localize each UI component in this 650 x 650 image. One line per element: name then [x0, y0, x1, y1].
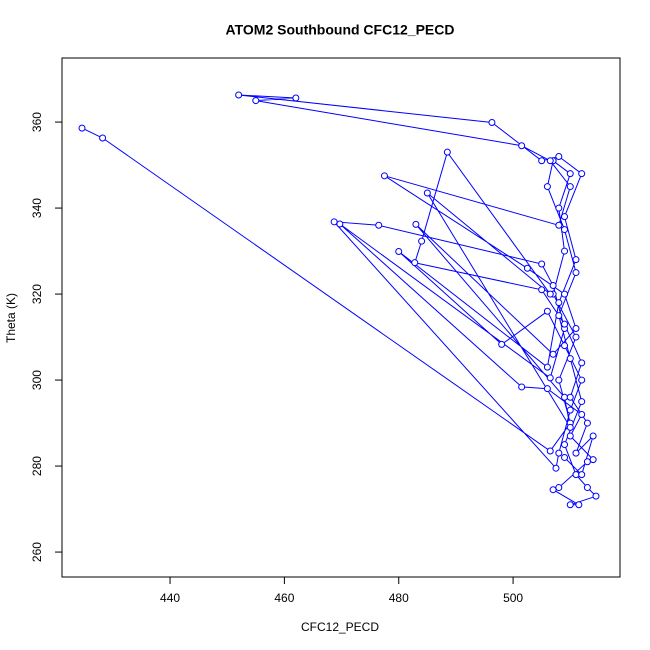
data-point	[572, 256, 580, 264]
data-point	[78, 124, 86, 132]
series-line	[81, 94, 597, 506]
data-point	[589, 456, 597, 464]
data-point	[589, 432, 597, 440]
data-point	[555, 376, 563, 384]
x-axis-label: CFC12_PECD	[301, 620, 379, 634]
data-point	[561, 393, 569, 401]
data-point	[552, 464, 560, 472]
data-point	[592, 492, 600, 500]
data-point	[380, 172, 388, 180]
data-point	[555, 449, 563, 457]
data-point	[543, 385, 551, 393]
data-point	[99, 134, 107, 142]
y-tick-label: 280	[30, 456, 44, 476]
data-point	[411, 259, 419, 267]
data-point	[549, 486, 557, 494]
data-point	[575, 501, 583, 509]
data-point	[518, 142, 526, 150]
y-axis-label: Theta (K)	[4, 293, 18, 343]
x-tick-label: 500	[503, 591, 523, 605]
data-point	[572, 449, 580, 457]
data-point	[546, 374, 554, 382]
data-point	[538, 260, 546, 268]
data-point	[561, 342, 569, 350]
data-point	[443, 148, 451, 156]
y-tick-label: 260	[30, 542, 44, 562]
data-point	[546, 290, 554, 298]
data-point	[561, 213, 569, 221]
data-point	[543, 363, 551, 371]
data-point	[561, 320, 569, 328]
data-point	[572, 333, 580, 341]
x-tick-label: 440	[160, 591, 180, 605]
data-point	[566, 501, 574, 509]
data-point	[395, 247, 403, 255]
data-point	[566, 170, 574, 178]
y-tick-label: 340	[30, 198, 44, 218]
data-point	[523, 264, 531, 272]
data-point	[561, 453, 569, 461]
data-point	[561, 247, 569, 255]
data-point	[423, 189, 431, 197]
data-point	[572, 269, 580, 277]
data-point	[546, 157, 554, 165]
data-point	[578, 170, 586, 178]
data-point	[578, 398, 586, 406]
x-tick-label: 480	[389, 591, 409, 605]
data-point	[561, 226, 569, 234]
data-point	[538, 286, 546, 294]
data-point	[583, 484, 591, 492]
data-point	[583, 419, 591, 427]
data-point	[566, 393, 574, 401]
data-point	[566, 432, 574, 440]
data-point	[252, 97, 260, 105]
data-point	[555, 221, 563, 229]
data-point	[566, 183, 574, 191]
data-point	[543, 307, 551, 315]
plot-frame	[61, 57, 621, 578]
data-point	[518, 383, 526, 391]
data-point	[561, 441, 569, 449]
data-point	[578, 410, 586, 418]
data-point	[546, 447, 554, 455]
data-point	[555, 484, 563, 492]
data-point	[235, 91, 243, 99]
data-point	[549, 281, 557, 289]
data-point	[566, 406, 574, 414]
x-tick-label: 460	[274, 591, 294, 605]
data-point	[566, 355, 574, 363]
y-tick-label: 300	[30, 370, 44, 390]
data-point	[555, 312, 563, 320]
data-point	[549, 350, 557, 358]
data-point	[578, 376, 586, 384]
data-point	[543, 183, 551, 191]
data-point	[572, 471, 580, 479]
data-point	[572, 324, 580, 332]
data-point	[498, 340, 506, 348]
chart-title: ATOM2 Southbound CFC12_PECD	[226, 22, 455, 38]
data-point	[578, 471, 586, 479]
data-point	[583, 458, 591, 466]
data-point	[555, 152, 563, 160]
data-point	[292, 94, 300, 102]
data-point	[555, 204, 563, 212]
data-point	[488, 118, 496, 126]
y-tick-label: 320	[30, 284, 44, 304]
data-point	[561, 290, 569, 298]
data-point	[336, 220, 344, 228]
data-point	[330, 218, 338, 226]
data-point	[418, 237, 426, 245]
y-tick-label: 360	[30, 112, 44, 132]
data-point	[555, 299, 563, 307]
data-point	[375, 221, 383, 229]
data-point	[538, 157, 546, 165]
data-point	[566, 423, 574, 431]
data-point	[412, 220, 420, 228]
data-point	[578, 359, 586, 367]
